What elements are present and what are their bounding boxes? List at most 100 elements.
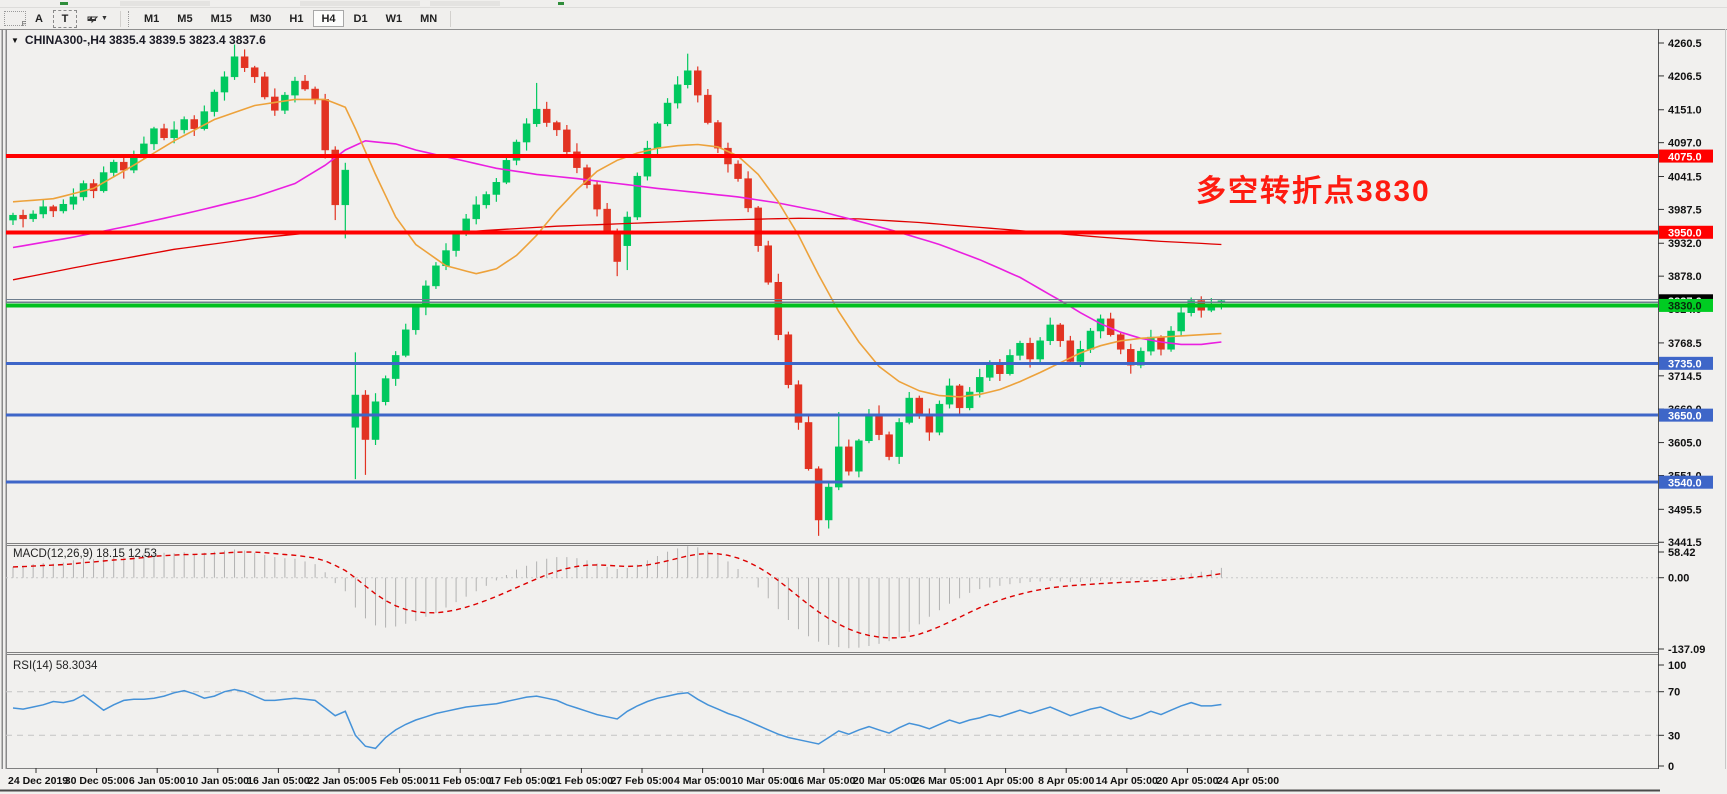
price-line-badge: 3540.0	[1668, 477, 1702, 489]
candle-body	[865, 413, 873, 441]
macd-label: MACD(12,26,9) 18.15 12.53	[13, 548, 157, 560]
timeframe-button-D1[interactable]: D1	[346, 10, 376, 27]
timeframe-button-M30[interactable]: M30	[242, 10, 279, 27]
candle-body	[774, 282, 783, 335]
price-tick-label: 4151.0	[1668, 105, 1702, 117]
font-tool-button[interactable]: A	[27, 10, 51, 28]
date-tick-label: 24 Apr 05:00	[1217, 775, 1279, 787]
date-tick-label: 14 Apr 05:00	[1096, 775, 1158, 787]
candle-body	[170, 129, 178, 139]
price-tick-label: 3714.5	[1668, 371, 1702, 383]
candle-body	[532, 108, 541, 125]
date-tick-label: 11 Feb 05:00	[429, 775, 492, 787]
styler-dropdown-button[interactable]: ▼	[79, 9, 115, 29]
timeframe-button-M5[interactable]: M5	[169, 10, 200, 27]
macd-tick-label: -137.09	[1668, 644, 1705, 656]
candle-body	[694, 70, 702, 96]
date-tick-label: 8 Apr 05:00	[1038, 775, 1094, 787]
date-tick-label: 16 Mar 05:00	[792, 775, 855, 787]
candle-body	[563, 129, 571, 153]
toolbar-grip-icon[interactable]: F	[4, 11, 26, 28]
date-tick-label: 27 Feb 05:00	[610, 775, 673, 787]
price-axis: 4260.5 4206.5 4151.0 4097.0 4041.5 3987.5 3932…	[1658, 38, 1702, 549]
rsi-tick-label: 0	[1668, 761, 1674, 773]
candle-body	[1056, 324, 1065, 342]
date-tick-label: 26 Mar 05:00	[913, 775, 976, 787]
candle-body	[200, 111, 209, 129]
candle-body	[361, 394, 370, 440]
candle-body	[935, 403, 944, 433]
candle-body	[412, 306, 420, 331]
horizontal-lines	[6, 154, 1658, 484]
chart-title: ▼ CHINA300-,H4 3835.4 3839.5 3823.4 3837…	[11, 33, 266, 47]
macd-tick-label: 58.42	[1668, 547, 1696, 559]
candle-body	[301, 80, 309, 90]
macd-pane: 58.42 0.00 -137.09	[6, 546, 1705, 656]
window-top-strip	[0, 0, 1727, 8]
date-tick-label: 21 Feb 05:00	[550, 775, 613, 787]
candle-body	[190, 119, 199, 129]
timeframe-button-H1[interactable]: H1	[281, 10, 311, 27]
candle-body	[109, 161, 118, 173]
candle-body	[1016, 342, 1024, 356]
chart-title-text: CHINA300-,H4 3835.4 3839.5 3823.4 3837.6	[24, 33, 266, 47]
candle-body	[986, 363, 994, 378]
date-tick-label: 20 Mar 05:00	[853, 775, 916, 787]
candle-body	[553, 122, 561, 131]
timeframe-button-H4[interactable]: H4	[313, 10, 344, 27]
candle-body	[381, 378, 390, 402]
candle-body	[603, 208, 611, 232]
candle-body	[824, 486, 833, 521]
candle-body	[704, 94, 712, 123]
candle-body	[855, 440, 863, 472]
timeframe-button-M15[interactable]: M15	[203, 10, 240, 27]
price-tick-label: 3495.5	[1668, 504, 1702, 516]
grip-f-label: F	[21, 21, 26, 28]
price-line-badge: 3650.0	[1668, 410, 1702, 422]
candle-body	[1127, 349, 1135, 366]
candle-body	[180, 119, 188, 131]
timeframe-button-MN[interactable]: MN	[412, 10, 445, 27]
candle-body	[593, 184, 601, 210]
candle-body	[452, 233, 460, 251]
timeframe-button-W1[interactable]: W1	[378, 10, 411, 27]
candle-body	[391, 355, 400, 379]
candle-body	[653, 123, 662, 149]
chart-collapse-caret-icon[interactable]: ▼	[11, 35, 19, 45]
candle-body	[291, 80, 299, 96]
candle-body	[744, 178, 752, 209]
candle-body	[160, 128, 168, 139]
date-tick-label: 30 Dec 05:00	[65, 775, 129, 787]
candle-body	[1026, 342, 1034, 360]
candle-body	[925, 413, 934, 433]
date-tick-label: 10 Jan 05:00	[187, 775, 250, 787]
macd-signal-line	[12, 551, 1222, 639]
candle-body	[573, 151, 581, 168]
candle-body	[210, 91, 219, 112]
price-tick-label: 3441.5	[1668, 537, 1702, 549]
candle-body	[140, 143, 148, 155]
timeframe-button-M1[interactable]: M1	[136, 10, 167, 27]
toolbar-separator	[450, 10, 452, 27]
candle-body	[39, 206, 47, 215]
candle-body	[915, 397, 924, 415]
candle-body	[784, 334, 793, 385]
candle-body	[1137, 350, 1145, 366]
toolbar-separator	[120, 10, 121, 27]
candle-body	[150, 128, 158, 145]
price-line-badge: 3830.0	[1668, 301, 1702, 313]
candle-body	[261, 76, 269, 98]
candle-body	[240, 56, 249, 68]
candle-body	[663, 102, 672, 125]
price-line-badge: 3950.0	[1668, 227, 1702, 239]
text-label-tool-button[interactable]: T	[53, 9, 77, 28]
price-line-badge: 4075.0	[1668, 151, 1702, 163]
candle-body	[472, 204, 480, 220]
candle-body	[834, 446, 843, 488]
styler-arrows-icon	[87, 15, 99, 23]
candle-body	[331, 149, 339, 206]
price-tick-label: 3932.0	[1668, 238, 1702, 250]
candle-body	[673, 84, 682, 104]
chart-canvas[interactable]: 4260.5 4206.5 4151.0 4097.0 4041.5 3987.5 3932…	[0, 29, 1727, 794]
